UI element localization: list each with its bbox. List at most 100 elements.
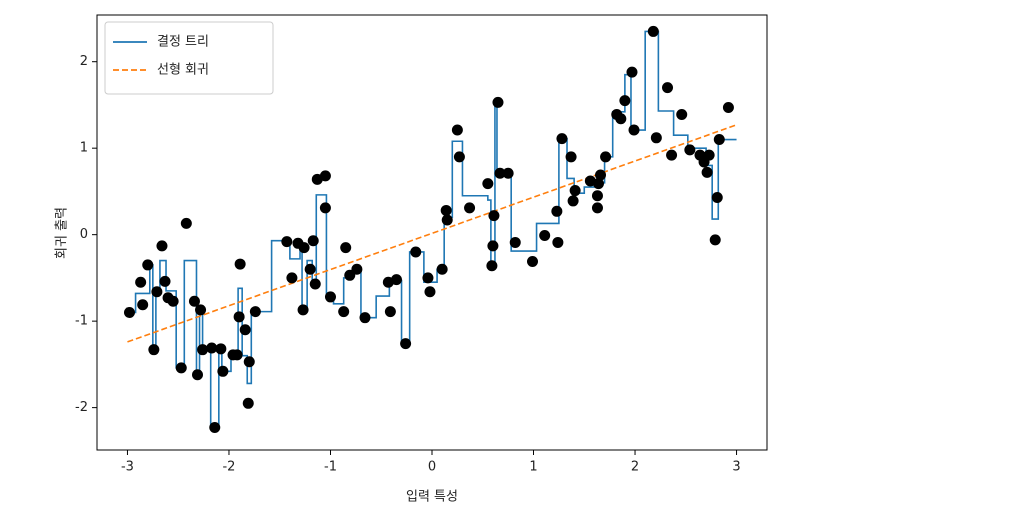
scatter-point xyxy=(123,306,135,318)
scatter-point xyxy=(711,191,723,203)
scatter-point xyxy=(492,96,504,108)
line-series xyxy=(127,124,737,343)
scatter-point xyxy=(297,304,309,316)
scatter-point xyxy=(233,311,245,323)
scatter-point xyxy=(175,362,187,374)
scatter-point xyxy=(424,286,436,298)
scatter-point xyxy=(286,272,298,284)
scatter-point xyxy=(662,82,674,94)
scatter-point xyxy=(626,66,638,78)
scatter-point xyxy=(441,214,453,226)
scatter-point xyxy=(231,349,243,361)
scatter-point xyxy=(539,230,551,242)
scatter-point xyxy=(527,255,538,267)
y-tick-label: 2 xyxy=(80,54,88,69)
scatter-point xyxy=(684,144,696,156)
y-tick-label: 0 xyxy=(80,227,88,242)
scatter-point xyxy=(509,236,521,248)
scatter-point xyxy=(552,236,564,248)
scatter-point xyxy=(713,134,725,146)
scatter-point xyxy=(676,108,688,120)
scatter-point xyxy=(359,312,371,324)
scatter-point xyxy=(440,204,452,216)
y-axis-label: 회귀 출력 xyxy=(55,207,70,259)
scatter-point xyxy=(197,344,209,356)
scatter-point xyxy=(249,306,261,318)
scatter-point xyxy=(243,356,255,368)
scatter-point xyxy=(709,234,721,246)
scatter-point xyxy=(137,299,149,311)
scatter-point xyxy=(486,260,498,272)
scatter-point xyxy=(453,151,465,163)
scatter-point xyxy=(650,132,662,144)
scatter-point xyxy=(482,178,494,190)
scatter-point xyxy=(494,167,506,179)
scatter-point xyxy=(464,202,476,214)
scatter-point xyxy=(215,343,227,355)
scatter-point xyxy=(188,295,200,307)
legend-label: 선형 회귀 xyxy=(157,63,209,78)
x-tick-label: -1 xyxy=(324,460,337,475)
scatter-point xyxy=(591,202,603,214)
scatter-point xyxy=(338,306,350,318)
scatter-point xyxy=(156,240,168,252)
plot-frame xyxy=(96,14,768,451)
scatter-point xyxy=(340,242,352,254)
scatter-point xyxy=(148,344,160,356)
scatter-point xyxy=(281,236,293,248)
scatter-point xyxy=(488,210,500,222)
scatter-point xyxy=(436,263,448,275)
scatter-point xyxy=(142,259,154,271)
y-tick-label: -2 xyxy=(75,400,88,415)
scatter-point xyxy=(234,258,246,270)
scatter-point xyxy=(569,185,581,197)
scatter-point xyxy=(206,342,218,354)
scatter-point xyxy=(628,124,640,136)
legend-box xyxy=(104,21,274,95)
scatter-point xyxy=(600,151,612,163)
scatter-point xyxy=(422,272,434,284)
scatter-point xyxy=(239,324,251,336)
y-tick-label: 1 xyxy=(80,141,88,156)
scatter-point xyxy=(565,151,577,163)
scatter-point xyxy=(410,246,422,258)
scatter-point xyxy=(324,291,336,303)
x-tick-label: 3 xyxy=(732,460,740,475)
scatter-point xyxy=(242,397,254,409)
scatter-point xyxy=(384,306,396,318)
scatter-point xyxy=(567,195,579,207)
scatter-point xyxy=(647,25,659,37)
scatter-point xyxy=(351,263,363,275)
x-axis-label: 입력 특성 xyxy=(406,490,458,505)
scatter-point xyxy=(195,304,207,316)
scatter-point xyxy=(502,167,514,179)
x-tick-label: 1 xyxy=(529,460,537,475)
scatter-point xyxy=(209,422,221,434)
scatter-point xyxy=(180,217,192,229)
scatter-point xyxy=(309,278,321,290)
scatter-point xyxy=(304,263,316,275)
scatter-point xyxy=(390,274,402,286)
scatter-point xyxy=(591,190,603,202)
scatter-point xyxy=(159,275,171,287)
scatter-point xyxy=(666,149,678,161)
scatter-point xyxy=(307,235,319,247)
scatter-point xyxy=(167,295,179,307)
scatter-point xyxy=(298,242,310,254)
scatter-point xyxy=(192,369,203,381)
scatter-point xyxy=(615,113,627,125)
scatter-point xyxy=(703,149,715,161)
scatter-point xyxy=(722,102,734,114)
scatter-point xyxy=(556,133,568,145)
scatter-point xyxy=(619,95,631,107)
x-tick-label: -3 xyxy=(121,460,134,475)
scatter-point xyxy=(400,338,412,350)
scatter-point xyxy=(135,276,147,288)
legend-label: 결정 트리 xyxy=(157,35,209,50)
scatter-point xyxy=(319,202,331,214)
y-tick-label: -1 xyxy=(75,314,88,329)
scatter-point xyxy=(551,205,563,217)
scatter-point xyxy=(151,286,163,298)
scatter-point xyxy=(217,365,229,377)
